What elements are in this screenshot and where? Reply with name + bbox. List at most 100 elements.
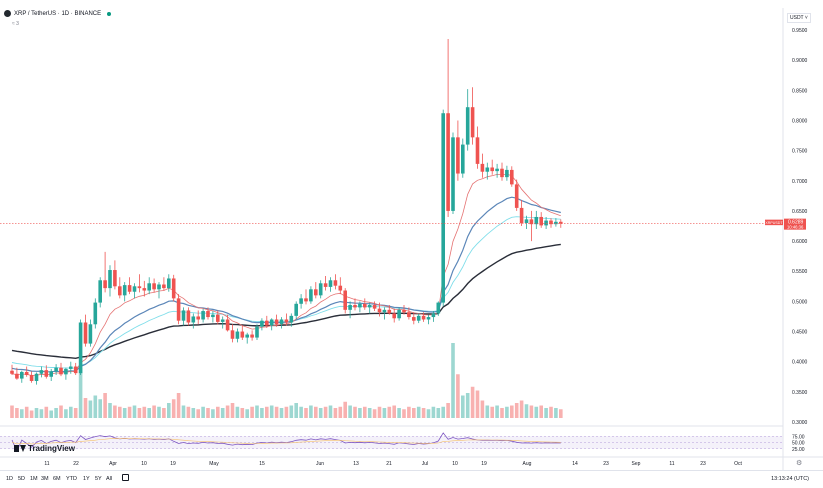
volume-bar <box>176 393 181 418</box>
timeframe-3m[interactable]: 3M <box>41 476 49 482</box>
price-axis-label: 0.5500 <box>792 269 808 275</box>
candle-body <box>358 303 362 308</box>
volume-bar <box>108 403 112 418</box>
price-axis-label: 0.4000 <box>792 360 808 366</box>
time-axis-label: Aug <box>523 461 532 467</box>
candle-body <box>73 366 78 374</box>
candle-body <box>44 370 49 377</box>
volume-bar <box>34 408 39 418</box>
volume-bar <box>206 408 210 418</box>
volume-bar <box>451 343 455 418</box>
candle-body <box>485 167 490 172</box>
symbol-header[interactable]: XRP / TetherUS · 1D · BINANCE <box>4 10 112 17</box>
candle-body <box>255 326 259 338</box>
volume-bar <box>73 408 78 418</box>
timeframe-1m[interactable]: 1M <box>30 476 38 482</box>
candle-body <box>524 219 529 223</box>
candle-body <box>49 371 53 377</box>
candle-countdown: 10:46:36 <box>787 225 804 230</box>
candle-body <box>167 278 171 289</box>
candle-body <box>382 309 387 313</box>
candle-body <box>230 330 235 339</box>
volume-bar <box>29 410 34 418</box>
price-axis-label: 0.8500 <box>792 88 808 94</box>
candle-body <box>554 221 558 225</box>
timeframe-1y[interactable]: 1Y <box>83 476 90 482</box>
chart-settings-gear-icon[interactable]: ⚙ <box>796 460 803 467</box>
candle-body <box>343 290 347 310</box>
volume-bar <box>382 408 387 418</box>
candle-body <box>118 286 122 296</box>
volume-bar <box>10 405 14 418</box>
utc-clock[interactable]: 13:13:24 (UTC) <box>771 476 809 482</box>
time-axis-label: 11 <box>669 461 674 467</box>
candle-body <box>39 370 44 374</box>
volume-bar <box>456 374 460 418</box>
rsi-axis-label: 25.00 <box>792 447 805 453</box>
candle-body <box>69 366 73 369</box>
tradingview-logo[interactable]: TradingView <box>14 444 75 453</box>
candle-body <box>461 144 465 174</box>
candle-body <box>416 315 421 321</box>
price-axis-label: 0.6000 <box>792 239 808 245</box>
volume-bar <box>495 405 499 418</box>
volume-bar <box>446 403 450 418</box>
volume-bar <box>211 409 215 418</box>
candle-body <box>475 137 480 164</box>
timeframe-5y[interactable]: 5Y <box>95 476 102 482</box>
volume-bar <box>559 409 563 418</box>
volume-bar <box>78 368 83 418</box>
volume-bar <box>152 405 156 418</box>
price-axis-label: 0.3500 <box>792 390 808 396</box>
volume-bar <box>514 403 519 418</box>
volume-bar <box>69 406 73 418</box>
candle-body <box>34 373 39 381</box>
timeframe-5d[interactable]: 5D <box>18 476 26 482</box>
candle-body <box>103 280 107 289</box>
time-axis-label: 14 <box>572 461 578 467</box>
candle-body <box>137 286 142 289</box>
timeframe-all[interactable]: All <box>106 476 113 482</box>
volume-bar <box>309 405 313 418</box>
date-range-calendar-icon[interactable] <box>122 474 129 481</box>
tradingview-brand-label: TradingView <box>28 444 75 453</box>
volume-bar <box>510 405 514 418</box>
candle-body <box>402 309 406 313</box>
candle-body <box>211 314 215 318</box>
volume-bar <box>157 406 161 418</box>
volume-bar <box>49 410 53 418</box>
volume-bar <box>549 406 553 418</box>
volume-bar <box>539 405 543 418</box>
volume-bar <box>314 406 318 418</box>
volume-bar <box>250 406 254 418</box>
time-axis-label: Oct <box>734 461 742 467</box>
time-axis-label: 10 <box>141 461 147 467</box>
candle-body <box>446 113 450 211</box>
candle-body <box>147 283 151 291</box>
candle-body <box>20 371 24 379</box>
volume-bar <box>554 408 558 418</box>
currency-unit-button[interactable]: USDT ˅ <box>787 13 811 23</box>
price-axis-label: 0.6500 <box>792 209 808 215</box>
timeframe-1d[interactable]: 1D <box>6 476 14 482</box>
volume-bar <box>505 406 509 418</box>
volume-bar <box>431 406 436 418</box>
volume-bar <box>397 408 401 418</box>
candle-body <box>83 322 88 344</box>
candle-body <box>201 311 205 320</box>
indicators-collapsed-toggle[interactable]: ≈ 3 <box>12 21 19 27</box>
volume-bar <box>529 405 534 418</box>
candle-body <box>64 368 68 375</box>
volume-bar <box>265 406 269 418</box>
rsi-axis-label: 50.00 <box>792 441 805 447</box>
volume-bar <box>113 405 117 418</box>
volume-bar <box>524 404 529 418</box>
timeframe-ytd[interactable]: YTD <box>66 476 77 482</box>
timeframe-6m[interactable]: 6M <box>53 476 61 482</box>
candle-body <box>132 286 137 292</box>
candle-body <box>304 298 308 302</box>
volume-bar <box>274 406 279 418</box>
time-axis-label: 19 <box>481 461 487 467</box>
last-price-tag-bg <box>784 218 806 230</box>
